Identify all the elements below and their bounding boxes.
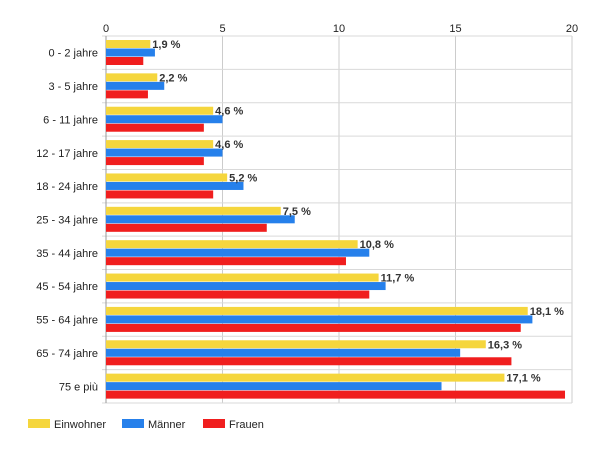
bar-einwohner <box>106 306 528 315</box>
bar-mnner <box>106 81 165 90</box>
x-tick-label: 15 <box>449 23 461 35</box>
category-label: 35 - 44 jahre <box>36 248 98 260</box>
data-label: 4,6 % <box>215 139 243 151</box>
data-label: 1,9 % <box>152 39 180 51</box>
category-label: 18 - 24 jahre <box>36 181 98 193</box>
bar-frauen <box>106 57 144 65</box>
bar-einwohner <box>106 140 214 149</box>
data-label: 7,5 % <box>283 206 311 218</box>
category-label: 45 - 54 jahre <box>36 281 98 293</box>
bar-einwohner <box>106 73 158 82</box>
legend-swatch <box>122 419 144 428</box>
bar-frauen <box>106 223 267 232</box>
bar-mnner <box>106 115 223 124</box>
bars <box>106 40 566 399</box>
bar-einwohner <box>106 40 151 48</box>
category-label: 12 - 17 jahre <box>36 148 98 160</box>
bar-frauen <box>106 257 346 266</box>
bar-frauen <box>106 390 566 399</box>
bar-mnner <box>106 181 244 190</box>
category-label: 55 - 64 jahre <box>36 315 98 327</box>
category-label: 65 - 74 jahre <box>36 348 98 360</box>
bar-mnner <box>106 248 370 257</box>
category-label: 75 e più <box>59 381 98 393</box>
bar-frauen <box>106 357 512 366</box>
bar-einwohner <box>106 106 214 115</box>
category-label: 3 - 5 jahre <box>48 81 98 93</box>
legend-label: Frauen <box>229 419 264 431</box>
bar-frauen <box>106 123 204 132</box>
x-tick-label: 10 <box>333 23 345 35</box>
bar-einwohner <box>106 206 281 215</box>
category-label: 6 - 11 jahre <box>43 114 98 126</box>
y-axis-categories: 0 - 2 jahre 3 - 5 jahre 6 - 11 jahre 12 - 1… <box>36 48 98 394</box>
data-label: 4,6 % <box>215 106 243 118</box>
bar-einwohner <box>106 173 228 182</box>
data-labels: 1,9 % 2,2 % 4,6 % 4,6 % 5,2 % 7,5 % 10,8 % 11,7… <box>152 39 564 385</box>
bar-mnner <box>106 315 533 324</box>
bar-frauen <box>106 157 204 166</box>
legend-swatch <box>203 419 225 428</box>
data-label: 11,7 % <box>381 273 415 285</box>
bar-frauen <box>106 90 148 99</box>
bar-einwohner <box>106 273 379 282</box>
bar-mnner <box>106 282 386 291</box>
x-axis-ticks: 0 5 10 15 20 <box>103 23 578 35</box>
data-label: 18,1 % <box>530 306 564 318</box>
category-label: 0 - 2 jahre <box>48 48 98 60</box>
legend-label: Männer <box>148 419 186 431</box>
bar-frauen <box>106 290 370 299</box>
bar-einwohner <box>106 373 505 382</box>
bar-frauen <box>106 323 521 332</box>
bar-mnner <box>106 382 442 391</box>
data-label: 16,3 % <box>488 339 522 351</box>
x-tick-label: 20 <box>566 23 578 35</box>
bar-mnner <box>106 348 461 357</box>
bar-frauen <box>106 190 214 199</box>
bar-mnner <box>106 215 295 224</box>
x-tick-label: 0 <box>103 23 109 35</box>
x-tick-label: 5 <box>219 23 225 35</box>
legend-swatch <box>28 419 50 428</box>
data-label: 5,2 % <box>229 172 257 184</box>
legend: Einwohner Männer Frauen <box>28 419 264 431</box>
data-label: 17,1 % <box>506 373 540 385</box>
bar-einwohner <box>106 240 358 249</box>
bar-einwohner <box>106 340 486 349</box>
data-label: 2,2 % <box>159 72 187 84</box>
legend-label: Einwohner <box>54 419 106 431</box>
data-label: 10,8 % <box>360 239 394 251</box>
bar-mnner <box>106 148 223 157</box>
category-label: 25 - 34 jahre <box>36 215 98 227</box>
bar-mnner <box>106 48 155 57</box>
